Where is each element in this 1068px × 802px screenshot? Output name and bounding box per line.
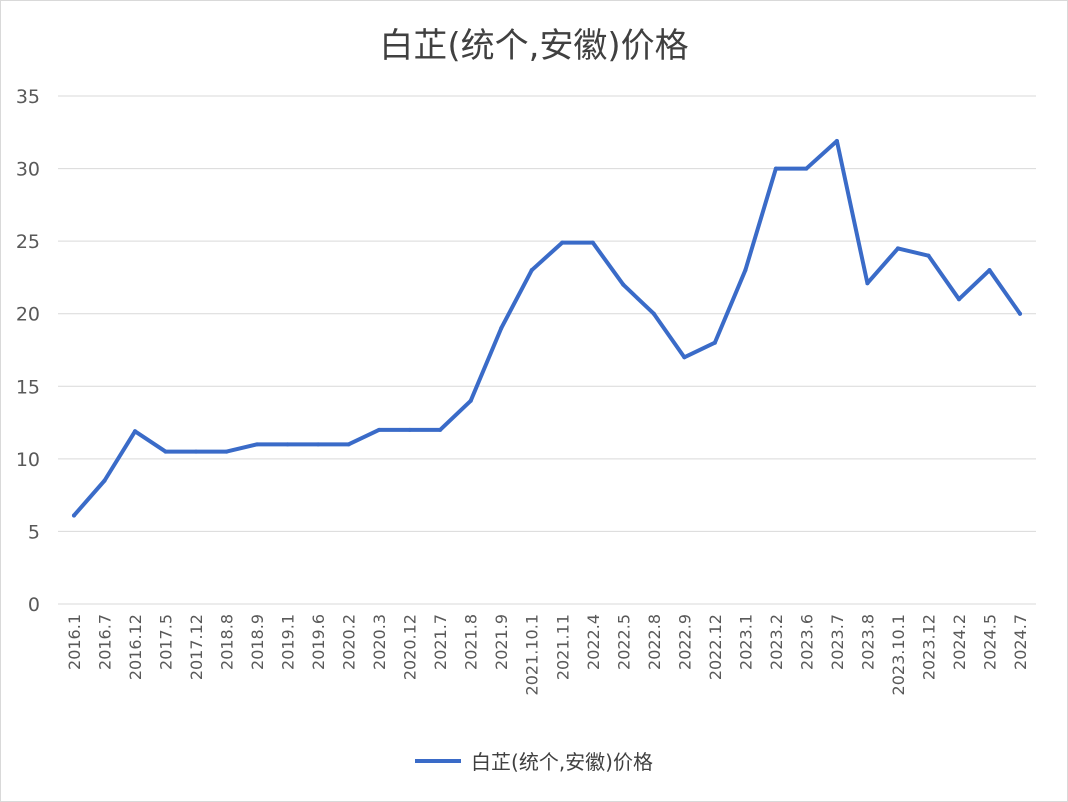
y-axis-ticks: 0 5 10 15 20 25 30 35 [16, 86, 40, 616]
x-tick-label: 2024.2 [950, 614, 969, 670]
data-point [255, 442, 260, 447]
x-tick-label: 2022.8 [645, 614, 664, 670]
legend: 白芷(统个,安徽)价格 [0, 746, 1068, 775]
x-tick-label: 2018.8 [218, 614, 237, 670]
x-tick-label: 2023.1 [736, 614, 755, 670]
x-tick-label: 2021.10.1 [523, 614, 542, 695]
data-point [224, 449, 229, 454]
gridlines [58, 95, 1036, 605]
x-tick-label: 2023.2 [767, 614, 786, 670]
data-point [194, 449, 199, 454]
y-tick-label: 15 [16, 376, 40, 398]
data-point [346, 442, 351, 447]
x-tick-label: 2020.12 [401, 614, 420, 680]
x-tick-label: 2016.12 [126, 614, 145, 680]
x-tick-label: 2020.2 [340, 614, 359, 670]
data-point [895, 246, 900, 251]
x-tick-label: 2023.6 [797, 614, 816, 670]
x-tick-label: 2022.5 [614, 614, 633, 670]
x-tick-label: 2021.9 [492, 614, 511, 670]
data-point [72, 513, 76, 518]
data-point [804, 166, 809, 171]
x-tick-label: 2024.7 [1011, 614, 1030, 670]
series-line [72, 138, 1022, 518]
x-tick-label: 2021.7 [431, 614, 450, 670]
data-point [621, 282, 626, 287]
data-point [560, 240, 565, 245]
x-tick-label: 2022.12 [706, 614, 725, 680]
data-point [865, 281, 870, 286]
data-point [743, 268, 748, 273]
y-tick-label: 35 [16, 86, 40, 108]
data-point [499, 326, 504, 331]
series-lines [72, 138, 1022, 518]
data-point [529, 268, 534, 273]
y-tick-label: 20 [16, 304, 40, 326]
data-point [712, 340, 717, 345]
data-point [926, 253, 931, 258]
x-tick-label: 2023.7 [828, 614, 847, 670]
data-point [407, 427, 412, 432]
x-tick-label: 2020.3 [370, 614, 389, 670]
data-point [956, 297, 961, 302]
x-tick-label: 2021.11 [553, 614, 572, 680]
x-tick-label: 2019.1 [279, 614, 298, 670]
x-tick-label: 2023.10.1 [889, 614, 908, 695]
data-point [773, 166, 778, 171]
data-point [133, 429, 138, 434]
data-point [834, 138, 839, 143]
data-point [987, 268, 992, 273]
chart-title: 白芷(统个,安徽)价格 [379, 26, 689, 66]
y-tick-label: 10 [16, 449, 40, 471]
data-point [651, 311, 656, 316]
x-tick-label: 2022.4 [584, 614, 603, 670]
data-point [102, 478, 107, 483]
y-tick-label: 30 [16, 159, 40, 181]
x-tick-label: 2024.5 [980, 614, 999, 670]
y-tick-label: 5 [28, 521, 40, 543]
x-tick-label: 2018.9 [248, 614, 267, 670]
data-point [438, 427, 443, 432]
x-tick-label: 2019.6 [309, 614, 328, 670]
data-point [377, 427, 382, 432]
legend-swatch [415, 758, 462, 763]
data-point [590, 240, 595, 245]
y-tick-label: 25 [16, 231, 40, 253]
data-point [468, 398, 473, 403]
data-point [163, 449, 168, 454]
x-tick-label: 2016.1 [65, 614, 84, 670]
x-tick-label: 2023.8 [858, 614, 877, 670]
data-point [1018, 311, 1022, 316]
x-tick-label: 2017.12 [187, 614, 206, 680]
x-tick-label: 2023.12 [919, 614, 938, 680]
x-tick-label: 2016.7 [96, 614, 115, 670]
data-point [316, 442, 321, 447]
x-tick-label: 2017.5 [157, 614, 176, 670]
x-axis-ticks: 2016.1 2016.7 2016.12 2017.5 2017.12 2018.8 20… [65, 614, 1030, 695]
legend-label: 白芷(统个,安徽)价格 [471, 750, 653, 774]
x-tick-label: 2022.9 [675, 614, 694, 670]
y-tick-label: 0 [28, 594, 40, 616]
x-tick-label: 2021.8 [462, 614, 481, 670]
data-point [682, 355, 687, 360]
data-point [285, 442, 290, 447]
